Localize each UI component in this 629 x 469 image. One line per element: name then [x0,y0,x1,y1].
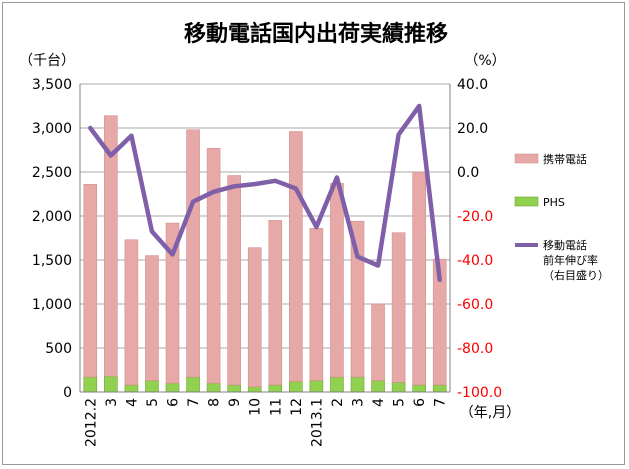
x-tick-label: 2 [330,398,346,407]
y-left-tick-label: 500 [45,341,72,357]
line-series [88,103,442,283]
x-tick-label: 12 [289,398,305,416]
bar-keitai [145,255,159,381]
bar-keitai [330,183,344,378]
y-left-tick-label: 3,000 [32,121,72,137]
legend-label-phs: PHS [543,196,565,209]
bar-phs [145,380,159,393]
chart-frame: 0 500 1,000 1,500 2,000 2,500 3,000 3,500 -100.0… [2,2,625,465]
bars [83,115,447,393]
y-right-tick-label: 20.0 [457,121,488,137]
bar-keitai [124,239,139,386]
x-tick-label: 7 [186,398,202,407]
bar-phs [186,376,200,393]
y-left-tick-label: 2,000 [32,209,72,225]
chart-title: 移動電話国内出荷実績推移 [184,21,448,47]
x-tick-label: 9 [227,398,243,407]
x-tick-label: 4 [124,398,140,407]
y-right-tick-label: 0.0 [457,165,479,181]
y-right-tick-label: -100.0 [457,385,502,401]
x-tick-label: 7 [433,398,449,407]
bar-keitai [206,147,221,384]
legend-label-line-2: 前年伸び率 [543,253,598,267]
bar-phs [371,380,385,393]
y-right-tick-label: -80.0 [457,341,493,357]
x-tick-label: 5 [392,398,408,407]
bar-keitai [247,247,262,388]
bar-phs [104,375,118,393]
bar-keitai [227,175,241,386]
x-tick-label: 11 [268,398,284,416]
bar-phs [227,384,241,393]
bar-phs [206,382,221,393]
bar-phs [83,376,98,393]
legend-swatch-keitai [514,153,539,164]
y-left-tick-label: 0 [63,385,72,401]
x-tick-label: 2012.2 [83,398,99,447]
y-right-tick-label: 40.0 [457,77,488,93]
x-tick-label: 10 [248,398,264,416]
bar-phs [124,384,139,393]
x-tick-label: 6 [412,398,428,407]
legend-label-line-1: 移動電話 [543,238,587,252]
bar-phs [391,382,406,393]
x-axis-unit: （年,月） [460,405,520,421]
y-right-tick-label: -40.0 [457,253,493,269]
bar-phs [165,382,180,393]
bar-phs [350,376,365,393]
right-axis-unit: （%） [464,53,505,69]
y-right-tick-label: -20.0 [457,209,493,225]
bar-keitai [371,303,385,381]
y-left-tick-label: 1,500 [32,253,72,269]
legend-swatch-phs [514,196,539,207]
x-tick-label: 3 [104,398,120,407]
bar-phs [330,376,344,393]
x-tick-label: 8 [207,398,223,407]
y-left-tick-label: 1,000 [32,297,72,313]
bar-keitai [186,129,200,378]
bar-phs [247,386,262,393]
bar-keitai [412,171,426,386]
bar-keitai [391,232,406,383]
x-tick-label: 6 [166,398,182,407]
legend-label-line-3: （右目盛り） [543,268,609,282]
line-growth-rate [88,103,442,283]
y-left-tick-label: 3,500 [32,77,72,93]
chart: 0 500 1,000 1,500 2,000 2,500 3,000 3,500 -100.0… [19,21,609,447]
x-tick-label: 3 [351,398,367,407]
axes: 0 500 1,000 1,500 2,000 2,500 3,000 3,500 -100.0… [32,77,502,447]
legend-label-keitai: 携帯電話 [543,152,587,166]
bar-phs [289,381,303,393]
bar-phs [432,384,447,393]
y-left-tick-label: 2,500 [32,165,72,181]
gridlines [80,83,450,393]
legend: 携帯電話 PHS 移動電話 前年伸び率 （右目盛り） [514,152,609,282]
x-tick-label: 5 [145,398,161,407]
bar-keitai [289,131,303,382]
bar-keitai [309,228,324,381]
bar-keitai [432,258,447,386]
bar-keitai [268,220,283,386]
bar-phs [309,380,324,393]
bar-keitai [83,184,98,378]
x-tick-label: 4 [371,398,387,407]
bar-phs [412,384,426,393]
bar-keitai [165,222,180,384]
bar-keitai [104,115,118,377]
left-axis-unit: （千台） [19,53,75,69]
y-right-tick-label: -60.0 [457,297,493,313]
bar-phs [268,384,283,393]
x-tick-label: 2013.1 [309,398,325,447]
